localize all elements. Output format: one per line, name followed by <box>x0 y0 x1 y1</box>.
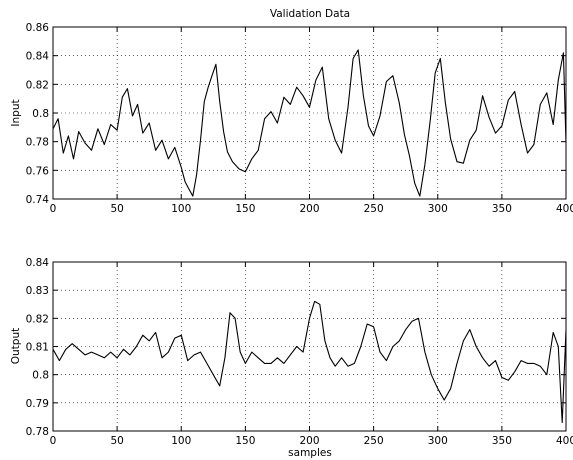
output-y-tick-label: 0.79 <box>26 398 49 410</box>
input-y-tick-label: 0.8 <box>32 108 49 120</box>
input-y-tick-label: 0.86 <box>26 22 50 34</box>
input-ticks <box>52 26 567 200</box>
output-x-tick-label: 0 <box>50 435 57 447</box>
output-x-tick-label: 400 <box>556 435 573 447</box>
output-x-tick-label: 100 <box>171 435 191 447</box>
input-plot: Validation Data 0 50 100 150 200 250 300 350 400… <box>10 8 573 215</box>
input-gridlines <box>53 27 566 199</box>
output-ticks <box>52 261 567 432</box>
input-y-axis-label: Input <box>10 99 22 126</box>
output-y-tick-label: 0.83 <box>26 285 49 297</box>
output-y-tick-label: 0.82 <box>26 313 49 325</box>
output-x-axis-label: samples <box>288 447 332 459</box>
output-x-tick-label: 300 <box>428 435 448 447</box>
input-y-tick-label: 0.78 <box>26 137 49 149</box>
output-x-tick-label: 150 <box>235 435 255 447</box>
output-series-line <box>52 300 567 424</box>
input-x-tick-label: 200 <box>299 203 319 215</box>
input-x-tick-label: 50 <box>110 203 123 215</box>
output-x-tick-label: 350 <box>492 435 512 447</box>
input-x-tick-label: 350 <box>492 203 512 215</box>
output-y-tick-label: 0.84 <box>26 257 50 269</box>
input-x-tick-label: 300 <box>428 203 448 215</box>
output-y-tick-label: 0.81 <box>26 342 49 354</box>
input-y-tick-label: 0.76 <box>26 165 50 177</box>
input-x-tick-label: 250 <box>364 203 384 215</box>
output-x-tick-label: 250 <box>364 435 384 447</box>
input-y-tick-label: 0.74 <box>26 194 50 206</box>
output-x-tick-labels: 0 50 100 150 200 250 300 350 400 <box>50 435 573 447</box>
input-x-tick-labels: 0 50 100 150 200 250 300 350 400 <box>50 203 573 215</box>
output-x-tick-label: 200 <box>299 435 319 447</box>
output-plot: 0 50 100 150 200 250 300 350 400 0.78 0.79 0.8 0.81… <box>10 257 573 459</box>
input-x-tick-label: 150 <box>235 203 255 215</box>
input-x-tick-label: 400 <box>556 203 573 215</box>
output-y-tick-label: 0.78 <box>26 426 49 438</box>
chart-title: Validation Data <box>270 8 350 20</box>
output-y-tick-labels: 0.78 0.79 0.8 0.81 0.82 0.83 0.84 <box>26 257 50 438</box>
input-y-tick-label: 0.84 <box>26 51 50 63</box>
input-x-tick-label: 0 <box>50 203 57 215</box>
input-series-line <box>52 49 567 197</box>
input-y-tick-label: 0.82 <box>26 79 49 91</box>
input-y-tick-labels: 0.74 0.76 0.78 0.8 0.82 0.84 0.86 <box>26 22 50 206</box>
output-x-tick-label: 50 <box>110 435 123 447</box>
input-x-tick-label: 100 <box>171 203 191 215</box>
output-y-tick-label: 0.8 <box>32 370 49 382</box>
output-y-axis-label: Output <box>10 328 22 364</box>
